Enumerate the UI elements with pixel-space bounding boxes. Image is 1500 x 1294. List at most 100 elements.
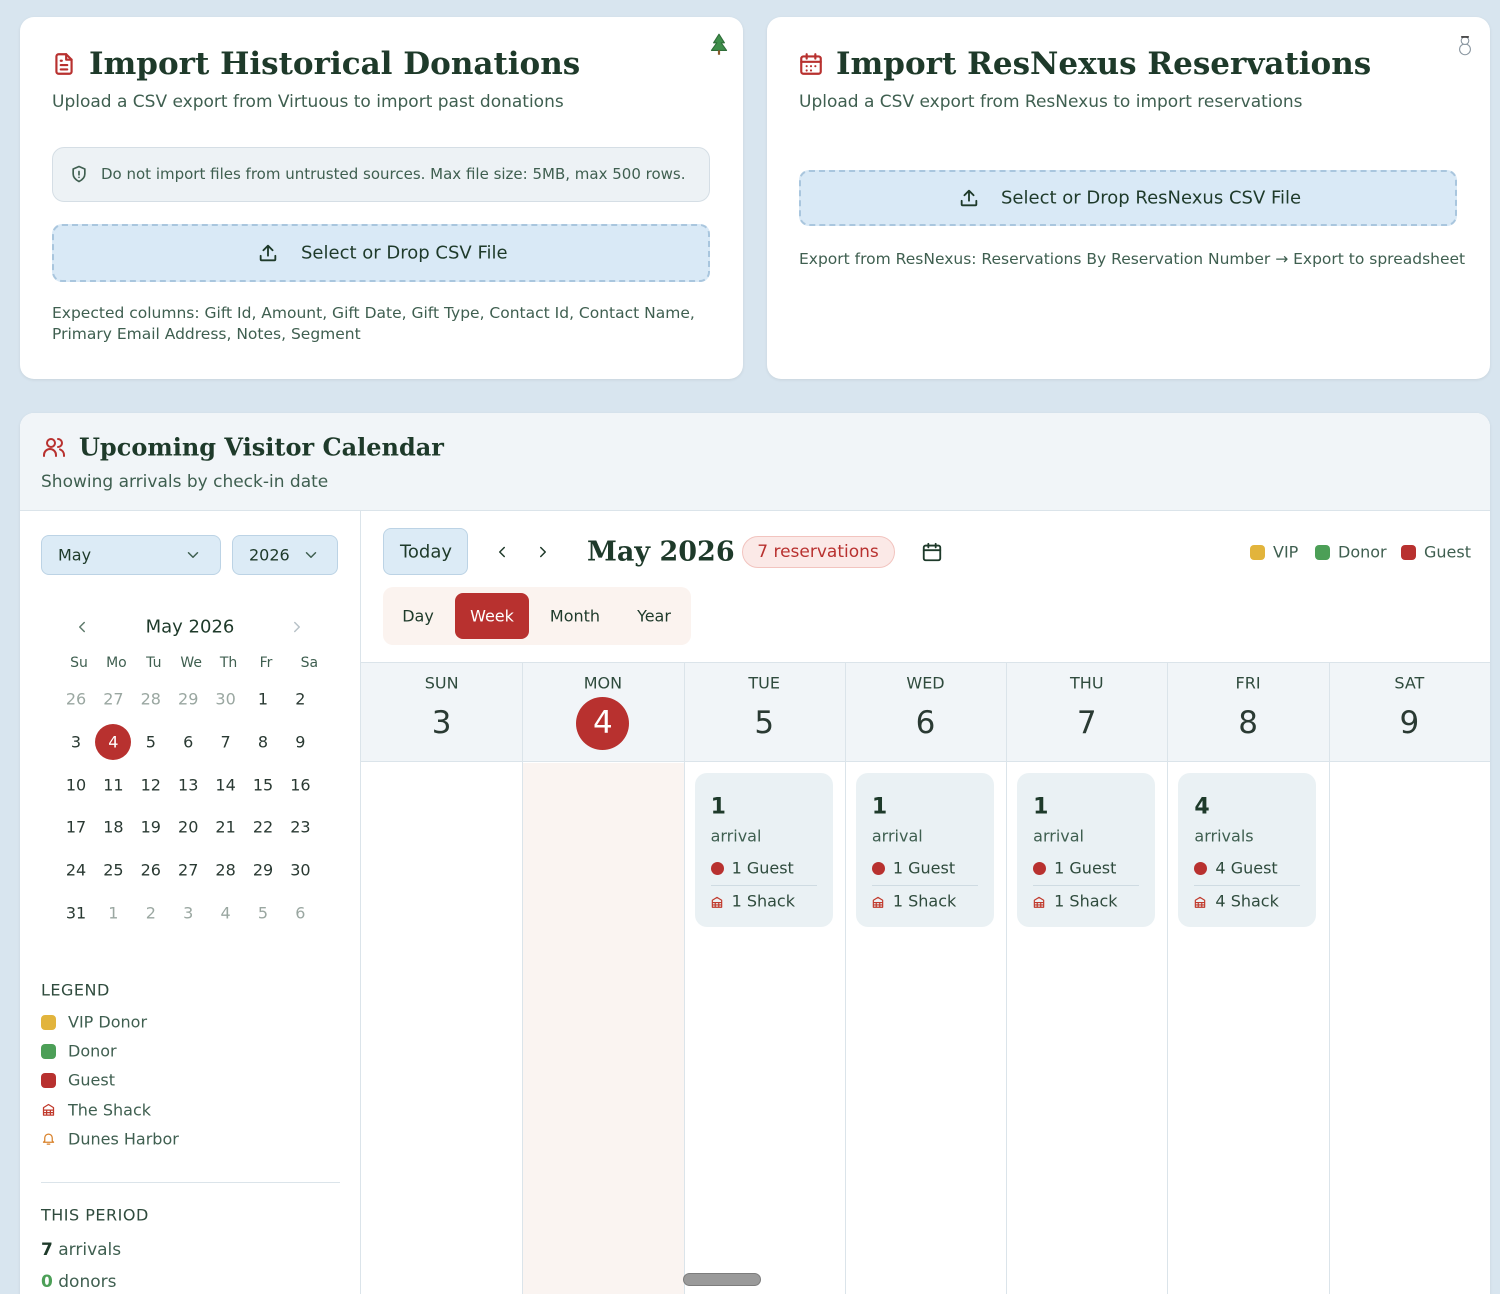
upload-button[interactable] xyxy=(52,224,710,282)
sidebar-divider xyxy=(360,511,361,1294)
arrival-separator xyxy=(1033,885,1140,886)
arrival-card[interactable] xyxy=(1017,773,1156,927)
mini-day[interactable]: 2 xyxy=(295,689,306,709)
shack-icon-svg xyxy=(711,896,722,908)
mini-day[interactable]: 8 xyxy=(257,732,269,752)
mini-day[interactable]: 1 xyxy=(257,689,269,709)
today-label[interactable]: Today xyxy=(399,541,453,563)
mini-day[interactable]: 3 xyxy=(183,903,194,923)
mini-day[interactable]: 18 xyxy=(103,817,124,837)
tree-decoration xyxy=(706,32,732,58)
mini-day[interactable]: 26 xyxy=(140,860,161,880)
mini-day[interactable]: 17 xyxy=(65,817,87,837)
mini-next[interactable] xyxy=(288,618,306,636)
mini-day[interactable]: 29 xyxy=(252,860,274,880)
year-select[interactable] xyxy=(232,535,338,575)
shack-icon xyxy=(1193,894,1207,908)
arrival-separator xyxy=(871,885,978,886)
today-button[interactable] xyxy=(383,528,468,575)
shack-icon-svg xyxy=(872,896,884,908)
mini-day[interactable]: 30 xyxy=(290,860,311,880)
mini-day[interactable]: 10 xyxy=(65,775,87,795)
column-divider xyxy=(844,662,846,1294)
arrival-card[interactable] xyxy=(694,773,833,927)
weekday-date: 5 xyxy=(754,705,775,741)
mini-prev-svg xyxy=(79,621,85,633)
mini-day[interactable]: 4 xyxy=(108,732,119,752)
month-select[interactable] xyxy=(41,535,221,575)
reservations-badge xyxy=(742,536,895,568)
view-switcher xyxy=(383,587,691,645)
view-button[interactable]: Year xyxy=(637,606,671,626)
mini-day[interactable]: 6 xyxy=(295,903,306,923)
active-view[interactable] xyxy=(455,593,529,639)
mini-day[interactable]: 6 xyxy=(183,732,194,752)
arrival-card[interactable] xyxy=(1178,773,1317,927)
view-button[interactable]: Month xyxy=(549,606,601,626)
mini-day[interactable]: 23 xyxy=(290,817,311,837)
mini-day[interactable]: 30 xyxy=(215,689,236,709)
weekday-date: 8 xyxy=(1238,705,1258,741)
mini-day[interactable]: 5 xyxy=(257,903,269,923)
mini-day[interactable]: 14 xyxy=(215,775,236,795)
mini-day[interactable]: 31 xyxy=(65,903,87,923)
mini-day[interactable]: 15 xyxy=(252,775,274,795)
mini-day[interactable]: 12 xyxy=(140,775,161,795)
mini-day[interactable]: 9 xyxy=(295,732,306,752)
upload-button-label[interactable]: Select or Drop CSV File xyxy=(301,242,508,264)
calendar-icon-svg xyxy=(800,53,822,75)
arrival-card[interactable] xyxy=(855,773,994,927)
mini-prev[interactable] xyxy=(73,618,91,636)
weekday-date: 6 xyxy=(915,705,936,741)
mini-day[interactable]: 4 xyxy=(220,903,231,923)
mini-day[interactable]: 29 xyxy=(178,689,199,709)
legend-icon-svg xyxy=(42,1103,54,1116)
chevron-down-svg xyxy=(187,552,199,558)
upload-icon-svg xyxy=(259,244,277,262)
legend-icon-svg xyxy=(42,1133,54,1146)
mini-day[interactable]: 21 xyxy=(215,817,236,837)
weekday-name: FRI xyxy=(1235,673,1261,693)
weekday-date: 9 xyxy=(1399,705,1420,741)
view-button[interactable]: Week xyxy=(470,606,514,626)
mini-day[interactable]: 16 xyxy=(290,775,311,795)
upload-icon-svg xyxy=(960,189,978,207)
mini-day[interactable]: 25 xyxy=(103,860,124,880)
next-week-svg xyxy=(540,546,546,558)
calendar-title: Upcoming Visitor Calendar xyxy=(79,432,444,462)
mini-day[interactable]: 24 xyxy=(65,860,87,880)
mini-day[interactable]: 7 xyxy=(220,732,231,752)
shack-count: 4 Shack xyxy=(1215,891,1279,911)
arrival-count: 4 xyxy=(1194,794,1210,820)
view-button[interactable]: Day xyxy=(402,606,434,626)
mini-day[interactable]: 2 xyxy=(145,903,156,923)
mini-day[interactable]: 1 xyxy=(108,903,119,923)
column-divider xyxy=(683,662,685,1294)
mini-day[interactable]: 5 xyxy=(145,732,156,752)
mini-day[interactable]: 27 xyxy=(178,860,199,880)
upload-button-label[interactable]: Select or Drop ResNexus CSV File xyxy=(1001,187,1302,209)
mini-day[interactable]: 3 xyxy=(70,732,82,752)
guest-count: 1 Guest xyxy=(892,858,956,878)
mini-day[interactable]: 26 xyxy=(65,689,87,709)
shack-count: 1 Shack xyxy=(892,891,957,911)
next-week[interactable] xyxy=(534,543,552,561)
mini-day[interactable]: 20 xyxy=(178,817,199,837)
today-circle xyxy=(576,697,630,750)
period-stat: 0 donors xyxy=(41,1272,116,1292)
year-select-value: 2026 xyxy=(249,545,290,565)
mini-day[interactable]: 22 xyxy=(252,817,274,837)
mini-day[interactable]: 27 xyxy=(103,689,124,709)
upload-button[interactable] xyxy=(799,170,1457,226)
mini-day[interactable]: 28 xyxy=(140,689,161,709)
toolbar-legend-dot xyxy=(1249,544,1265,560)
mini-day[interactable]: 19 xyxy=(140,817,161,837)
mini-day[interactable]: 13 xyxy=(178,775,199,795)
card-title: Import ResNexus Reservations xyxy=(836,46,1372,82)
mini-day[interactable]: 11 xyxy=(103,775,124,795)
stat-label: donors xyxy=(58,1272,117,1292)
reservations-badge-label: 7 reservations xyxy=(757,542,879,562)
prev-week[interactable] xyxy=(493,543,511,561)
mini-day[interactable]: 28 xyxy=(215,860,236,880)
date-picker-icon[interactable] xyxy=(921,541,943,563)
